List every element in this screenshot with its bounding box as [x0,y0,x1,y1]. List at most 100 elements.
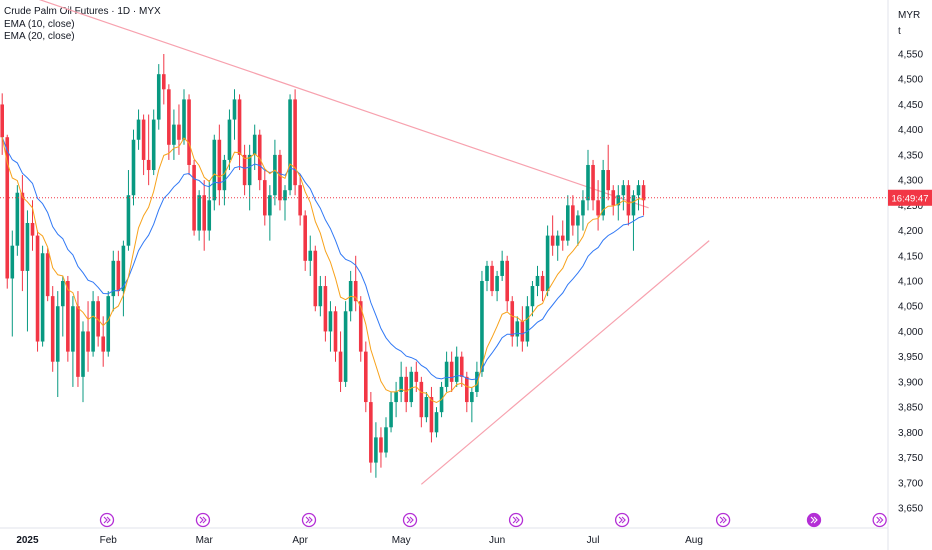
candle-body[interactable] [571,205,575,226]
candle-body[interactable] [475,371,479,392]
event-markers[interactable] [99,512,887,528]
event-icon[interactable] [99,512,115,528]
candle-body[interactable] [111,260,116,297]
candle-body[interactable] [172,124,176,145]
candle-body[interactable] [535,275,540,287]
candle-body[interactable] [459,356,464,377]
candle-body[interactable] [409,371,414,403]
candle-body[interactable] [369,402,373,463]
candle-body[interactable] [353,281,358,302]
candle-body[interactable] [394,391,398,403]
candle-body[interactable] [586,164,590,201]
candle-body[interactable] [636,185,641,196]
candle-body[interactable] [414,371,419,382]
candle-body[interactable] [217,139,222,191]
candle-body[interactable] [207,200,212,231]
candle-body[interactable] [520,321,525,342]
candle-body[interactable] [55,306,60,362]
candle-body[interactable] [298,185,302,216]
candle-body[interactable] [5,137,10,279]
candle-body[interactable] [530,286,535,307]
candle-body[interactable] [212,139,217,201]
candle-body[interactable] [252,134,257,155]
candle-body[interactable] [358,301,363,352]
candle-body[interactable] [131,139,136,196]
candle-body[interactable] [232,99,237,120]
candle-body[interactable] [50,296,55,362]
candle-body[interactable] [151,119,156,171]
candle-body[interactable] [187,99,191,165]
candle-body[interactable] [313,250,318,307]
candle-body[interactable] [121,245,126,292]
candle-body[interactable] [308,250,313,261]
candle-body[interactable] [182,99,186,140]
candle-body[interactable] [76,306,80,377]
candle-body[interactable] [434,412,439,433]
candle-body[interactable] [136,119,141,140]
event-icon[interactable] [301,512,317,528]
candle-body[interactable] [515,321,520,337]
trendline[interactable] [420,240,710,485]
candle-body[interactable] [116,260,121,292]
event-icon[interactable] [715,512,731,528]
candle-body[interactable] [490,265,494,292]
candle-body[interactable] [177,124,181,140]
event-icon[interactable] [402,512,418,528]
legend-ema20[interactable]: EMA (20, close) [4,31,75,42]
candle-body[interactable] [61,281,65,307]
candle-body[interactable] [81,331,85,377]
candle-body[interactable] [338,351,343,382]
candle-body[interactable] [591,164,595,201]
candle-body[interactable] [333,311,338,352]
candle-body[interactable] [202,195,206,231]
candle-body[interactable] [601,170,605,216]
candle-body[interactable] [343,311,348,382]
candle-body[interactable] [454,356,459,382]
candle-body[interactable] [606,170,610,191]
event-icon[interactable] [614,512,630,528]
candle-body[interactable] [510,301,515,337]
candle-body[interactable] [465,376,469,403]
candle-body[interactable] [470,391,474,403]
candle-body[interactable] [91,301,95,352]
candle-body[interactable] [40,253,45,342]
candle-body[interactable] [141,119,146,160]
event-icon[interactable] [508,512,524,528]
candle-body[interactable] [66,281,70,352]
candle-body[interactable] [273,154,277,196]
candle-body[interactable] [379,437,383,453]
candle-body[interactable] [581,200,585,216]
candle-body[interactable] [480,281,484,372]
candle-body[interactable] [222,159,227,191]
candle-body[interactable] [283,190,287,201]
candle-body[interactable] [626,185,631,216]
candle-body[interactable] [555,235,560,246]
candle-body[interactable] [576,215,580,226]
candle-body[interactable] [505,260,509,302]
candle-body[interactable] [323,286,328,332]
candle-body[interactable] [550,235,555,246]
candle-body[interactable] [71,306,75,352]
candle-body[interactable] [444,361,449,387]
candle-body[interactable] [384,427,388,453]
candle-body[interactable] [495,275,499,292]
candle-body[interactable] [611,190,616,206]
candle-body[interactable] [192,164,196,231]
candle-body[interactable] [545,235,550,292]
candle-body[interactable] [25,222,30,271]
event-icon[interactable] [195,512,211,528]
candle-body[interactable] [364,351,368,403]
time-axis[interactable]: 2025 Feb Mar Apr May Jun Jul Aug [0,527,888,546]
candle-body[interactable] [485,265,489,281]
candle-body[interactable] [106,296,111,352]
price-axis[interactable]: MYR t 3,650 3,700 3,750 3,800 3,850 3,900 3,95… [887,0,923,550]
candle-body[interactable] [328,311,333,332]
candle-body[interactable] [419,381,424,418]
candle-body[interactable] [621,185,626,196]
candle-body[interactable] [566,205,570,241]
candle-body[interactable] [237,99,242,155]
candle-body[interactable] [96,301,100,337]
candle-body[interactable] [631,195,636,216]
candle-body[interactable] [15,192,20,246]
candle-body[interactable] [20,192,25,271]
